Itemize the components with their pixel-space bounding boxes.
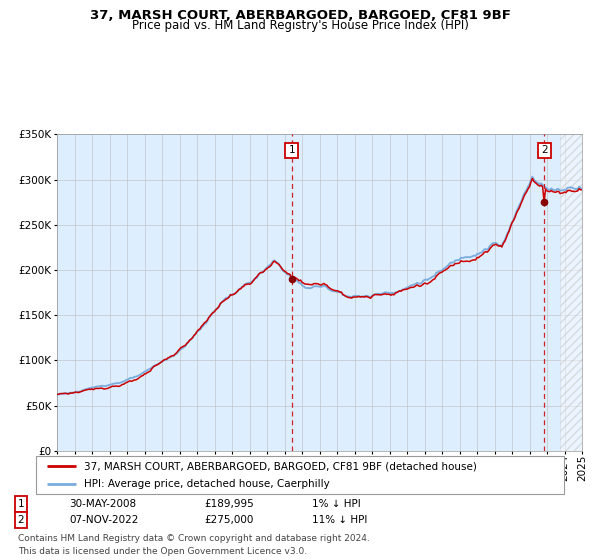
Text: 37, MARSH COURT, ABERBARGOED, BARGOED, CF81 9BF (detached house): 37, MARSH COURT, ABERBARGOED, BARGOED, C… <box>83 461 476 471</box>
Text: 2: 2 <box>17 515 25 525</box>
Text: 07-NOV-2022: 07-NOV-2022 <box>69 515 139 525</box>
Text: 37, MARSH COURT, ABERBARGOED, BARGOED, CF81 9BF: 37, MARSH COURT, ABERBARGOED, BARGOED, C… <box>89 9 511 22</box>
Text: 2: 2 <box>541 146 548 156</box>
Text: £189,995: £189,995 <box>204 499 254 509</box>
Text: This data is licensed under the Open Government Licence v3.0.: This data is licensed under the Open Gov… <box>18 547 307 556</box>
Text: 1: 1 <box>17 499 25 509</box>
Text: Price paid vs. HM Land Registry's House Price Index (HPI): Price paid vs. HM Land Registry's House … <box>131 19 469 32</box>
Text: HPI: Average price, detached house, Caerphilly: HPI: Average price, detached house, Caer… <box>83 479 329 489</box>
Text: 30-MAY-2008: 30-MAY-2008 <box>69 499 136 509</box>
Bar <box>560 134 582 451</box>
Text: 1: 1 <box>289 146 295 156</box>
FancyBboxPatch shape <box>36 456 564 494</box>
Text: £275,000: £275,000 <box>204 515 253 525</box>
Text: 1% ↓ HPI: 1% ↓ HPI <box>312 499 361 509</box>
Text: 11% ↓ HPI: 11% ↓ HPI <box>312 515 367 525</box>
Text: Contains HM Land Registry data © Crown copyright and database right 2024.: Contains HM Land Registry data © Crown c… <box>18 534 370 543</box>
